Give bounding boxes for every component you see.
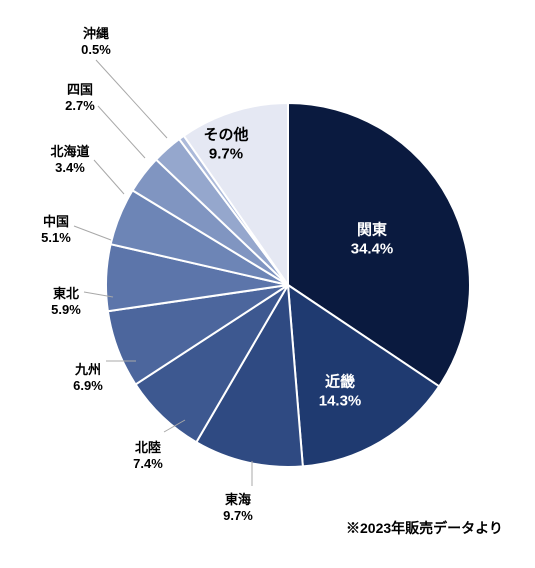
slice-name: 北海道 <box>50 144 89 160</box>
slice-name: 四国 <box>65 82 95 98</box>
slice-name: 中国 <box>41 214 71 230</box>
slice-value: 2.7% <box>65 98 95 114</box>
slice-name: 沖縄 <box>81 26 111 42</box>
slice-value: 34.4% <box>351 240 394 259</box>
slice-label: 関東34.4% <box>351 221 394 259</box>
slice-value: 5.1% <box>41 230 71 246</box>
slice-label: 九州6.9% <box>73 362 103 395</box>
slice-value: 6.9% <box>73 378 103 394</box>
slice-label: その他9.7% <box>203 126 248 164</box>
slice-value: 9.7% <box>223 508 253 524</box>
slice-label: 東海9.7% <box>223 492 253 525</box>
slice-value: 7.4% <box>133 456 163 472</box>
slice-name: 九州 <box>73 362 103 378</box>
slice-label: 四国2.7% <box>65 82 95 115</box>
chart-note: ※2023年販売データより <box>346 518 503 538</box>
slice-value: 3.4% <box>50 160 89 176</box>
slice-name: その他 <box>203 126 248 145</box>
slice-label: 中国5.1% <box>41 214 71 247</box>
slice-name: 関東 <box>351 221 394 240</box>
slice-name: 東海 <box>223 492 253 508</box>
leader-line <box>98 106 145 158</box>
slice-label: 近畿14.3% <box>319 373 362 411</box>
leader-line <box>96 60 167 138</box>
leader-line <box>94 160 124 194</box>
slice-value: 5.9% <box>51 302 81 318</box>
slice-name: 東北 <box>51 286 81 302</box>
slice-name: 近畿 <box>319 373 362 392</box>
pie-chart: 関東34.4%近畿14.3%東海9.7%北陸7.4%九州6.9%東北5.9%中国… <box>0 0 535 568</box>
slice-value: 9.7% <box>203 145 248 164</box>
slice-name: 北陸 <box>133 440 163 456</box>
slice-value: 0.5% <box>81 42 111 58</box>
slice-label: 北陸7.4% <box>133 440 163 473</box>
slice-label: 東北5.9% <box>51 286 81 319</box>
leader-line <box>74 226 111 240</box>
slice-label: 沖縄0.5% <box>81 26 111 59</box>
slice-value: 14.3% <box>319 392 362 411</box>
slice-label: 北海道3.4% <box>50 144 89 177</box>
